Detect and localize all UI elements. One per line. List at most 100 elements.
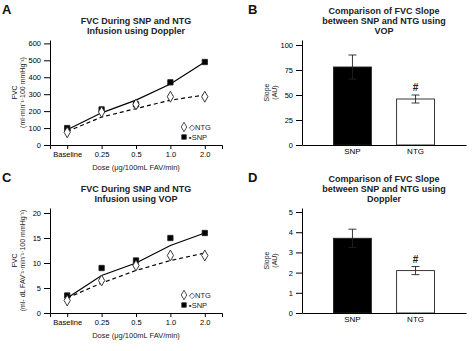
x-tick-mark (136, 145, 137, 149)
x-tick: Baseline (53, 313, 82, 327)
x-tick-mark (102, 313, 103, 317)
data-point (64, 295, 70, 306)
y-tick-mark (44, 145, 50, 146)
y-tick: 3 (289, 248, 302, 257)
legend-symbol (181, 122, 186, 131)
data-point (133, 260, 139, 271)
y-tick-label: 3 (289, 248, 293, 257)
data-point (168, 235, 173, 240)
panel: Comparison of FVC Slopebetween SNP and N… (248, 2, 467, 156)
y-tick: 500 (28, 56, 50, 65)
y-tick-label: 500 (28, 56, 41, 65)
x-tick-label: SNP (344, 147, 360, 156)
legend-item: ▪SNP (182, 301, 207, 310)
plot-area (334, 55, 435, 145)
x-tick: 1.0 (166, 145, 176, 159)
annotation: # (413, 254, 419, 265)
error-bar (412, 267, 420, 275)
y-tick-mark (44, 213, 50, 214)
y-tick-mark (44, 111, 50, 112)
y-tick-mark (296, 313, 302, 314)
y-axis-title: FVC(ml- dL FAV⁻¹·min⁻¹·100 mmHg⁻¹) (11, 210, 27, 312)
x-tick: 0.5 (131, 313, 141, 327)
y-tick-label: 600 (28, 39, 41, 48)
x-tick-mark (67, 313, 68, 317)
panel-label: D (248, 170, 257, 185)
data-point (167, 91, 173, 102)
x-tick: 0.5 (131, 145, 141, 159)
y-tick: 4 (289, 228, 302, 237)
x-tick-mark (136, 313, 137, 317)
y-tick: 600 (28, 39, 50, 48)
data-point (202, 250, 208, 261)
y-axis: 0255075100 (280, 41, 302, 150)
legend-label: ▪SNP (189, 133, 207, 142)
panel-label: A (2, 2, 12, 17)
bar (334, 238, 372, 313)
data-point (99, 265, 104, 270)
y-tick-mark (296, 293, 302, 294)
y-tick-label: 5 (37, 284, 41, 293)
y-tick-label: 15 (33, 234, 41, 243)
x-axis: SNPNTG (303, 145, 467, 156)
y-tick-label: 10 (33, 259, 41, 268)
y-axis: 05101520 (33, 209, 51, 318)
data-point (98, 107, 104, 118)
annotation: # (413, 82, 419, 93)
y-tick-label: 25 (285, 116, 293, 125)
error-bar (412, 95, 420, 103)
y-axis-line (50, 209, 51, 314)
y-tick: 5 (37, 284, 50, 293)
legend-item: ▪SNP (182, 133, 207, 142)
x-tick-label: NTG (407, 315, 424, 324)
plot-area (334, 229, 435, 313)
y-tick-label: 5 (289, 208, 293, 217)
y-axis: 0 100 200 300 400 500 600 (28, 39, 50, 150)
y-tick-mark (296, 212, 302, 213)
y-tick-mark (296, 252, 302, 253)
x-tick-label: 1.0 (166, 150, 176, 159)
x-tick: Baseline (53, 145, 82, 159)
legend-symbol (182, 303, 186, 307)
data-point (98, 275, 104, 286)
y-axis-line (302, 41, 303, 146)
panel: FVC During SNP and NTGInfusion using Dop… (2, 2, 223, 172)
y-tick-label: 75 (285, 66, 293, 75)
y-tick: 1 (289, 289, 302, 298)
y-tick: 5 (289, 208, 302, 217)
y-tick: 20 (33, 209, 50, 218)
data-point (64, 127, 70, 138)
y-tick-mark (44, 94, 50, 95)
y-tick-mark (44, 263, 50, 264)
y-axis: 012345 (289, 208, 303, 318)
x-axis-title: Dose (μg/100mL FAV/min) (92, 331, 180, 340)
y-tick-mark (296, 145, 302, 146)
y-tick: 100 (28, 124, 50, 133)
x-tick-mark (67, 145, 68, 149)
data-point (202, 91, 208, 102)
y-tick-mark (296, 70, 302, 71)
x-axis: SNPNTG (303, 313, 467, 324)
y-tick-label: 400 (28, 73, 41, 82)
y-tick-mark (296, 232, 302, 233)
bar (397, 99, 435, 145)
x-axis-line (51, 314, 223, 318)
y-tick-mark (296, 95, 302, 96)
title: FVC During SNP and NTGInfusion using VOP (81, 184, 191, 204)
legend-label: ◇NTG (189, 123, 211, 132)
y-tick-mark (296, 120, 302, 121)
fit-line (67, 233, 205, 298)
y-axis-line (302, 209, 303, 314)
y-tick-mark (44, 238, 50, 239)
x-axis-title: Dose (μg/100mL FAV/min) (92, 163, 180, 172)
x-tick-label: 0.5 (131, 150, 141, 159)
y-tick-label: 0 (37, 141, 41, 150)
y-tick: 75 (285, 66, 302, 75)
y-tick: 300 (28, 90, 50, 99)
y-axis-title: FVC(ml·min⁻¹·100 mmHg⁻¹) (11, 57, 27, 128)
x-tick-label: 0.25 (95, 318, 110, 327)
y-tick-mark (44, 313, 50, 314)
y-tick: 10 (33, 259, 50, 268)
x-tick-label: 2.0 (200, 150, 210, 159)
y-tick: 200 (28, 107, 50, 116)
